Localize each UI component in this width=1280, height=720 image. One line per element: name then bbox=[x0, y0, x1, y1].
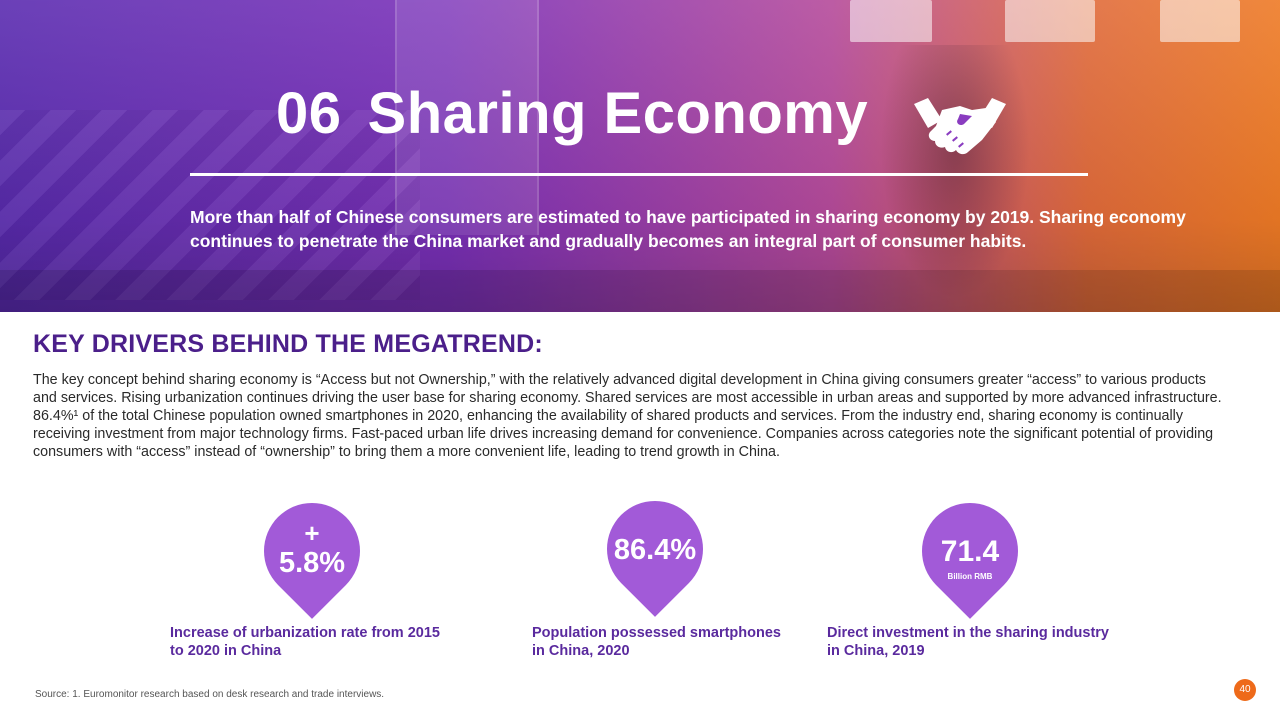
section-title: Sharing Economy bbox=[367, 81, 869, 146]
page-title: 06 Sharing Economy bbox=[276, 80, 868, 147]
stat-label: Direct investment in the sharing industr… bbox=[827, 624, 1109, 660]
hero-overlay bbox=[0, 0, 1280, 312]
background-door bbox=[395, 0, 539, 235]
stat-prefix: + bbox=[304, 518, 320, 548]
stat-value: 86.4% bbox=[613, 534, 697, 566]
stat-label-line: in China, 2019 bbox=[827, 643, 925, 659]
section-heading: KEY DRIVERS BEHIND THE MEGATREND: bbox=[33, 330, 543, 358]
handshake-icon bbox=[914, 98, 1006, 155]
background-planter bbox=[1160, 0, 1240, 42]
background-stairs bbox=[0, 110, 420, 300]
stat-label-line: in China, 2020 bbox=[532, 643, 630, 659]
stat-label: Increase of urbanization rate from 2015 … bbox=[170, 624, 440, 660]
page-number-badge: 40 bbox=[1234, 679, 1256, 701]
section-paragraph: The key concept behind sharing economy i… bbox=[33, 372, 1222, 460]
stat-label-line: Direct investment in the sharing industr… bbox=[827, 625, 1109, 641]
stat-label-line: Increase of urbanization rate from 2015 bbox=[170, 625, 440, 641]
background-planter bbox=[1005, 0, 1095, 42]
hero-subtitle: More than half of Chinese consumers are … bbox=[190, 207, 1186, 251]
hero-banner: 06 Sharing Economy More than half of Chin… bbox=[0, 0, 1280, 312]
stat-label-line: Population possessed smartphones bbox=[532, 625, 781, 641]
source-note: Source: 1. Euromonitor research based on… bbox=[35, 689, 385, 700]
background-courier bbox=[880, 45, 1030, 300]
background-planter bbox=[850, 0, 932, 42]
title-divider bbox=[190, 173, 1088, 176]
background-ground bbox=[0, 270, 1280, 312]
stat-label: Population possessed smartphones in Chin… bbox=[532, 624, 781, 660]
stat-label-line: to 2020 in China bbox=[170, 643, 282, 659]
stat-value: 71.4 bbox=[940, 535, 1000, 568]
section-number: 06 bbox=[276, 81, 342, 146]
stat-value: 5.8% bbox=[278, 547, 346, 579]
stat-unit: Billion RMB bbox=[947, 572, 993, 581]
